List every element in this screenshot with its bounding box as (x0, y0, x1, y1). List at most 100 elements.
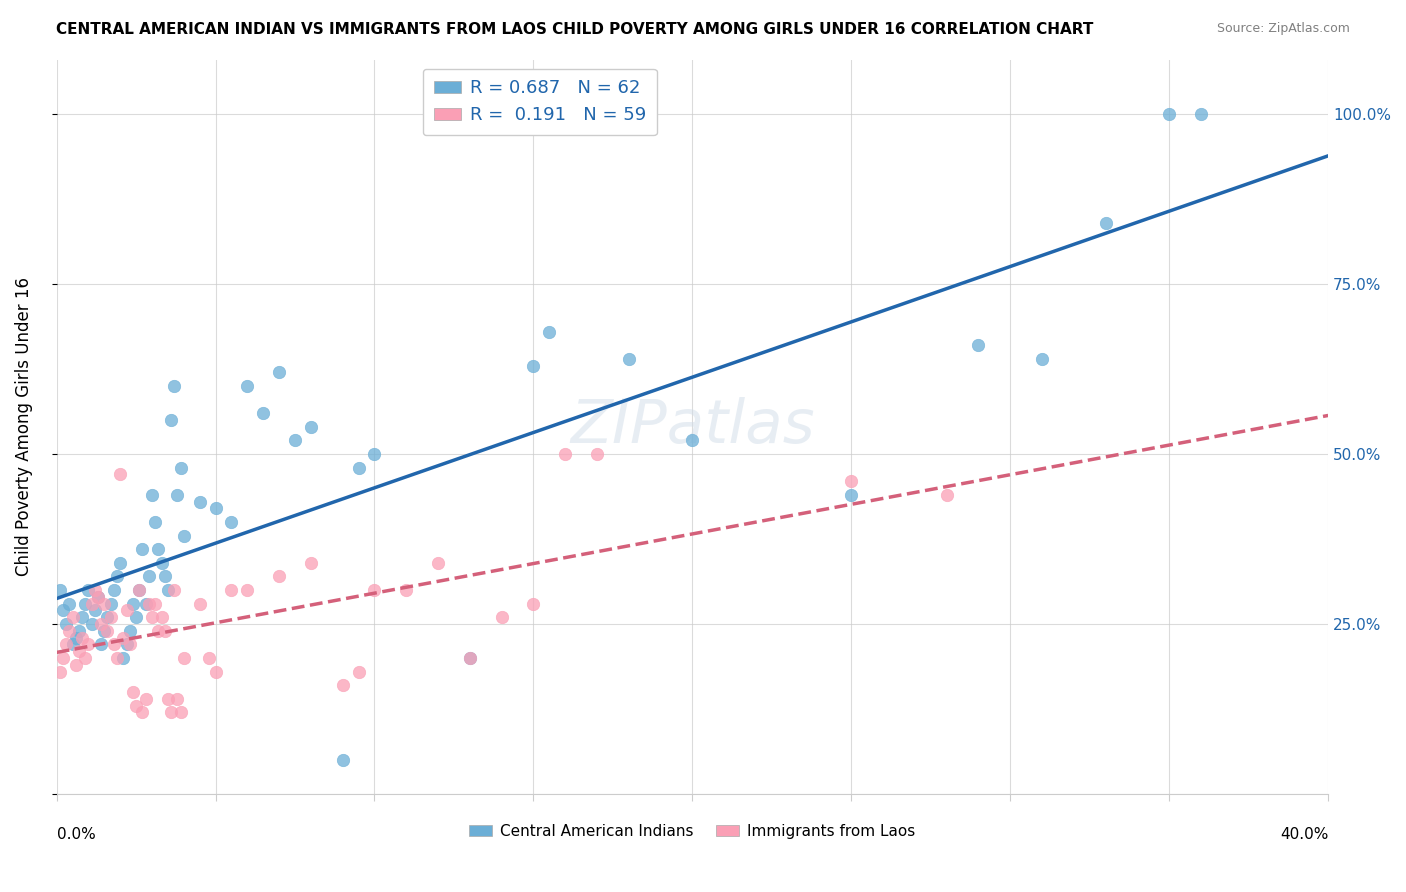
Point (156, 691, 179, 706)
Point (49, 665, 72, 679)
Point (221, 582, 243, 597)
Point (299, 556, 322, 570)
Point (138, 569, 160, 583)
Point (77, 637, 100, 651)
Point (299, 419, 322, 434)
Point (522, 359, 544, 373)
Point (65, 657, 87, 672)
Point (100, 610, 122, 624)
Y-axis label: Child Poverty Among Girls Under 16: Child Poverty Among Girls Under 16 (15, 277, 32, 576)
Point (586, 447, 609, 461)
Point (138, 597, 160, 611)
Point (115, 603, 138, 617)
Point (96, 624, 118, 638)
Point (108, 467, 131, 482)
Point (427, 556, 450, 570)
Point (70, 610, 93, 624)
Point (839, 474, 862, 488)
Point (236, 379, 259, 393)
Point (150, 556, 173, 570)
Point (49, 582, 72, 597)
Point (188, 597, 211, 611)
Point (156, 582, 179, 597)
Point (90, 617, 112, 632)
Point (1094, 216, 1116, 230)
Point (112, 651, 135, 665)
Point (1189, 107, 1212, 121)
Legend: Central American Indians, Immigrants from Laos: Central American Indians, Immigrants fro… (464, 818, 921, 845)
Point (131, 706, 153, 720)
Point (125, 698, 148, 713)
Point (67, 624, 90, 638)
Point (83, 603, 105, 617)
Point (128, 582, 150, 597)
Point (681, 434, 703, 448)
Point (108, 556, 131, 570)
Point (188, 494, 211, 508)
Point (62, 610, 84, 624)
Point (58, 597, 80, 611)
Point (347, 460, 370, 475)
Text: 0.0%: 0.0% (56, 827, 96, 842)
Point (93, 624, 115, 638)
Point (55, 617, 77, 632)
Point (284, 434, 307, 448)
Point (153, 569, 176, 583)
Point (347, 665, 370, 679)
Point (163, 379, 186, 393)
Point (70, 631, 93, 645)
Point (118, 637, 141, 651)
Point (135, 597, 157, 611)
Point (198, 651, 221, 665)
Point (363, 582, 385, 597)
Point (55, 637, 77, 651)
Point (83, 582, 105, 597)
Point (935, 488, 957, 502)
Point (52, 651, 75, 665)
Point (269, 569, 291, 583)
Point (128, 582, 150, 597)
Point (150, 610, 173, 624)
Point (75, 651, 97, 665)
Point (173, 651, 195, 665)
Text: Source: ZipAtlas.com: Source: ZipAtlas.com (1216, 22, 1350, 36)
Point (115, 637, 138, 651)
Point (1159, 107, 1181, 121)
Point (166, 691, 188, 706)
Point (269, 365, 291, 379)
Point (105, 651, 128, 665)
Point (236, 582, 259, 597)
Point (160, 413, 183, 427)
Point (363, 447, 385, 461)
Point (125, 610, 148, 624)
Point (62, 637, 84, 651)
Point (87, 590, 110, 604)
Point (67, 644, 90, 658)
Point (332, 678, 354, 692)
Point (105, 569, 128, 583)
Point (169, 706, 191, 720)
Point (103, 637, 125, 651)
Point (617, 351, 640, 366)
Point (75, 597, 97, 611)
Point (87, 590, 110, 604)
Point (204, 501, 226, 516)
Point (112, 631, 135, 645)
Point (90, 637, 112, 651)
Point (839, 488, 862, 502)
Point (169, 460, 191, 475)
Point (77, 582, 100, 597)
Point (967, 338, 990, 352)
Point (166, 488, 188, 502)
Point (80, 617, 103, 632)
Point (103, 582, 125, 597)
Point (522, 597, 544, 611)
Point (1031, 351, 1053, 366)
Point (458, 651, 481, 665)
Point (122, 685, 145, 699)
Point (143, 515, 166, 529)
Point (173, 528, 195, 542)
Point (458, 651, 481, 665)
Point (58, 624, 80, 638)
Point (52, 603, 75, 617)
